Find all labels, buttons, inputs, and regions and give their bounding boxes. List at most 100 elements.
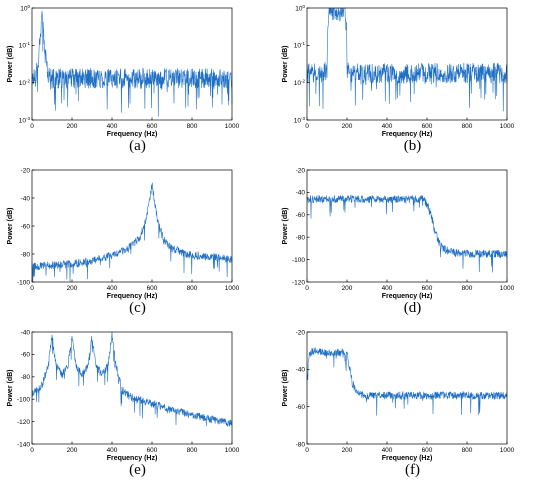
chart-f-y-tick-label: -80 [296, 441, 306, 448]
chart-f-plot-frame [306, 331, 508, 445]
chart-a-y-tick-label: 10-3 [19, 116, 31, 125]
chart-f-x-axis-title: Frequency (Hz) [382, 455, 433, 462]
chart-d-y-tick-label: -20 [296, 167, 306, 174]
chart-c-y-tick-label: -40 [21, 195, 31, 202]
chart-e-x-tick-label: 1000 [225, 447, 240, 454]
chart-e-series-line [31, 331, 233, 427]
chart-c-x-tick-label: 0 [30, 285, 34, 292]
chart-d-y-tick-label: -40 [296, 190, 306, 197]
chart-e-x-tick-label: 0 [30, 447, 34, 454]
chart-f-x-tick-label: 1000 [500, 447, 515, 454]
chart-f-x-tick-label: 400 [382, 447, 393, 454]
chart-d-svg: 0 200 400 600 800 1000 -120 -100 -80 -60 -40 -20 Fre… [282, 167, 515, 300]
chart-a-x-tick-label: 200 [67, 123, 78, 130]
chart-b-svg: 0 200 400 600 800 1000 10-3 10-2 10-1 100 Frequenc… [282, 4, 515, 138]
chart-b-y-tick-label: 10-3 [294, 116, 306, 125]
chart-panel-a: 0 200 400 600 800 1000 10-3 10-2 10-1 100 Frequenc… [0, 0, 275, 162]
chart-c-x-axis-title: Frequency (Hz) [107, 293, 158, 300]
chart-b-y-tick-label: 10-1 [294, 41, 306, 50]
chart-b-y-axis-title: Power (dB) [282, 46, 289, 83]
chart-e-y-tick-label: -120 [17, 419, 30, 426]
chart-d-series-line [306, 194, 508, 273]
chart-e-x-tick-label: 400 [107, 447, 118, 454]
panel-label-d: (d) [403, 300, 422, 316]
chart-e-x-axis-title: Frequency (Hz) [107, 455, 158, 462]
chart-panel-b: 0 200 400 600 800 1000 10-3 10-2 10-1 100 Frequenc… [275, 0, 550, 162]
chart-e-y-tick-label: -100 [17, 397, 30, 404]
chart-d-y-tick-label: -60 [296, 212, 306, 219]
chart-panel-c: 0 200 400 600 800 1000 -100 -80 -60 -40 -20 Frequen… [0, 162, 275, 324]
chart-f-x-tick-label: 0 [305, 447, 309, 454]
chart-c-x-tick-label: 800 [187, 285, 198, 292]
chart-d-y-tick-label: -120 [292, 279, 305, 286]
chart-c-x-tick-label: 400 [107, 285, 118, 292]
chart-f-y-tick-label: -20 [296, 329, 306, 336]
chart-a-series-line [31, 11, 233, 117]
chart-d-plot-frame [306, 169, 508, 283]
chart-f-x-tick-label: 600 [422, 447, 433, 454]
chart-panel-d: 0 200 400 600 800 1000 -120 -100 -80 -60 -40 -20 Fre… [275, 162, 550, 324]
chart-e-y-tick-label: -60 [21, 352, 31, 359]
chart-a-x-tick-label: 0 [30, 123, 34, 130]
chart-a-svg: 0 200 400 600 800 1000 10-3 10-2 10-1 100 Frequenc… [7, 4, 240, 138]
chart-f-svg: 0 200 400 600 800 1000 -80 -60 -40 -20 Frequency (… [282, 329, 515, 462]
chart-c-svg: 0 200 400 600 800 1000 -100 -80 -60 -40 -20 Frequen… [7, 167, 240, 300]
chart-e-svg: 0 200 400 600 800 1000 -140 -120 -100 -80 -60 -40 Fr… [7, 329, 240, 462]
chart-d-x-axis-title: Frequency (Hz) [382, 293, 433, 300]
chart-b-x-tick-label: 400 [382, 123, 393, 130]
chart-f-series-line [306, 347, 508, 416]
chart-c-y-tick-label: -20 [21, 167, 31, 174]
panel-label-a: (a) [129, 138, 146, 154]
chart-b-y-tick-label: 100 [295, 4, 305, 13]
chart-f-y-tick-label: -40 [296, 367, 306, 374]
chart-a-y-tick-label: 10-2 [19, 78, 31, 87]
chart-a-x-axis-title: Frequency (Hz) [107, 131, 158, 138]
chart-panel-e: 0 200 400 600 800 1000 -140 -120 -100 -80 -60 -40 Fr… [0, 324, 275, 486]
chart-d-x-tick-label: 800 [462, 285, 473, 292]
chart-b-plot-frame [306, 7, 508, 121]
chart-b-series-line [306, 7, 508, 112]
chart-f-x-tick-label: 800 [462, 447, 473, 454]
chart-f-y-tick-label: -60 [296, 404, 306, 411]
chart-c-y-tick-label: -100 [17, 279, 30, 286]
chart-c-y-tick-label: -80 [21, 251, 31, 258]
chart-d-x-tick-label: 1000 [500, 285, 515, 292]
chart-c-x-tick-label: 600 [147, 285, 158, 292]
chart-c-x-tick-label: 200 [67, 285, 78, 292]
chart-a-y-axis-title: Power (dB) [7, 46, 14, 83]
chart-a-x-tick-label: 600 [147, 123, 158, 130]
chart-a-y-tick-label: 10-1 [19, 41, 31, 50]
chart-e-y-tick-label: -80 [21, 374, 31, 381]
chart-b-x-tick-label: 0 [305, 123, 309, 130]
panel-label-c: (c) [129, 300, 146, 316]
panel-label-b: (b) [403, 138, 422, 154]
chart-f-x-tick-label: 200 [342, 447, 353, 454]
chart-e-x-tick-label: 200 [67, 447, 78, 454]
chart-e-y-tick-label: -140 [17, 441, 30, 448]
chart-d-y-tick-label: -80 [296, 235, 306, 242]
panel-label-f: (f) [405, 462, 420, 478]
chart-c-y-axis-title: Power (dB) [7, 208, 14, 245]
chart-a-x-tick-label: 400 [107, 123, 118, 130]
chart-d-y-tick-label: -100 [292, 257, 305, 264]
panel-label-e: (e) [129, 462, 146, 478]
chart-e-x-tick-label: 800 [187, 447, 198, 454]
chart-b-x-tick-label: 200 [342, 123, 353, 130]
chart-c-y-tick-label: -60 [21, 223, 31, 230]
chart-a-y-tick-label: 100 [20, 4, 30, 13]
chart-d-x-tick-label: 400 [382, 285, 393, 292]
chart-a-x-tick-label: 1000 [225, 123, 240, 130]
chart-e-plot-frame [31, 331, 233, 445]
chart-d-x-tick-label: 0 [305, 285, 309, 292]
chart-d-x-tick-label: 200 [342, 285, 353, 292]
chart-b-x-tick-label: 600 [422, 123, 433, 130]
chart-c-x-tick-label: 1000 [225, 285, 240, 292]
chart-f-y-axis-title: Power (dB) [282, 370, 289, 407]
chart-b-y-tick-label: 10-2 [294, 78, 306, 87]
chart-a-plot-frame [31, 7, 233, 121]
chart-d-x-tick-label: 600 [422, 285, 433, 292]
chart-b-x-axis-title: Frequency (Hz) [382, 131, 433, 138]
chart-e-y-tick-label: -40 [21, 329, 31, 336]
chart-e-x-tick-label: 600 [147, 447, 158, 454]
chart-panel-f: 0 200 400 600 800 1000 -80 -60 -40 -20 Frequency (… [275, 324, 550, 486]
